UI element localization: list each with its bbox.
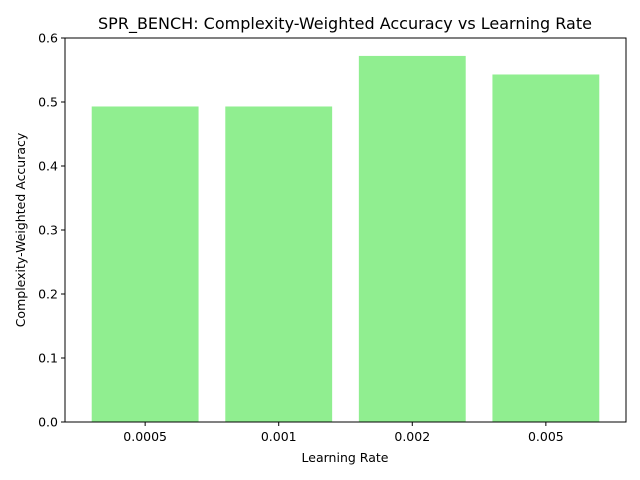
y-tick-label: 0.3 xyxy=(38,223,58,238)
x-tick-label: 0.002 xyxy=(394,429,430,444)
y-tick-label: 0.0 xyxy=(38,415,58,430)
x-axis-ticks: 0.0005 0.001 0.002 0.005 xyxy=(123,422,564,444)
axes-frame xyxy=(64,37,627,423)
y-axis-label: Complexity-Weighted Accuracy xyxy=(13,132,28,327)
x-tick-label: 0.0005 xyxy=(123,429,167,444)
x-tick-label: 0.001 xyxy=(261,429,297,444)
x-tick-label: 0.005 xyxy=(528,429,564,444)
y-tick-label: 0.2 xyxy=(38,287,58,302)
y-tick-label: 0.5 xyxy=(38,95,58,110)
bar-0.002 xyxy=(358,55,466,423)
bar-0.005 xyxy=(492,74,600,422)
bar-0.0005 xyxy=(91,106,199,422)
y-tick-label: 0.4 xyxy=(38,159,58,174)
x-axis-label: Learning Rate xyxy=(302,450,389,465)
bars-group xyxy=(91,55,600,423)
chart-title: SPR_BENCH: Complexity-Weighted Accuracy … xyxy=(98,14,592,34)
y-axis-ticks: 0.0 0.1 0.2 0.3 0.4 0.5 0.6 xyxy=(38,31,65,430)
y-tick-label: 0.1 xyxy=(38,351,58,366)
y-tick-label: 0.6 xyxy=(38,31,58,46)
bar-0.001 xyxy=(225,106,333,422)
